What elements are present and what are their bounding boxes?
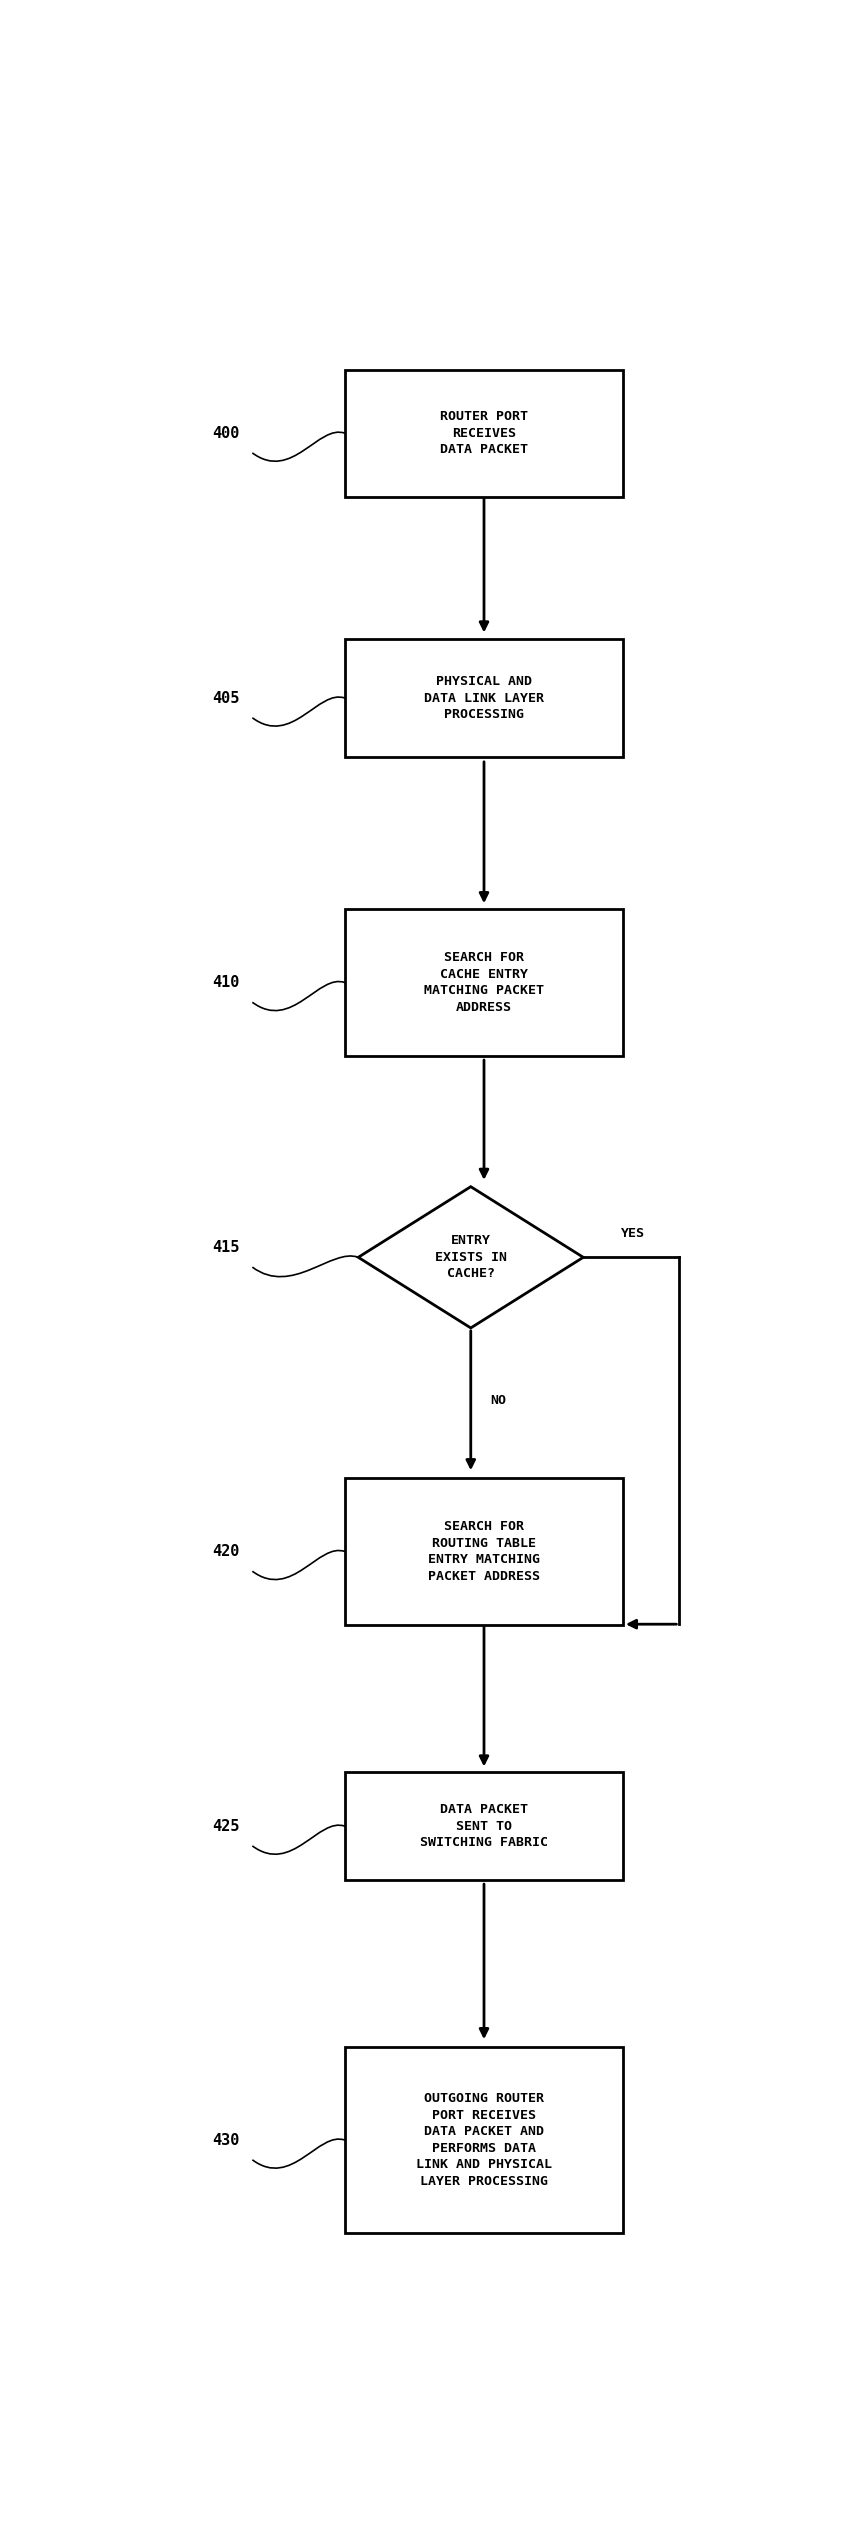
Text: 400: 400	[212, 426, 240, 441]
Text: SEARCH FOR
CACHE ENTRY
MATCHING PACKET
ADDRESS: SEARCH FOR CACHE ENTRY MATCHING PACKET A…	[423, 950, 543, 1014]
FancyBboxPatch shape	[345, 369, 623, 497]
Text: ENTRY
EXISTS IN
CACHE?: ENTRY EXISTS IN CACHE?	[434, 1233, 506, 1279]
Text: OUTGOING ROUTER
PORT RECEIVES
DATA PACKET AND
PERFORMS DATA
LINK AND PHYSICAL
LA: OUTGOING ROUTER PORT RECEIVES DATA PACKE…	[415, 2092, 551, 2189]
Text: 405: 405	[212, 691, 240, 706]
Text: 410: 410	[212, 976, 240, 991]
FancyBboxPatch shape	[345, 640, 623, 757]
FancyBboxPatch shape	[345, 1773, 623, 1880]
Text: YES: YES	[620, 1228, 644, 1241]
Polygon shape	[358, 1187, 583, 1328]
Text: 420: 420	[212, 1544, 240, 1559]
Text: DATA PACKET
SENT TO
SWITCHING FABRIC: DATA PACKET SENT TO SWITCHING FABRIC	[420, 1804, 548, 1850]
Text: 415: 415	[212, 1241, 240, 1256]
Text: 430: 430	[212, 2133, 240, 2148]
FancyBboxPatch shape	[345, 2046, 623, 2235]
FancyBboxPatch shape	[345, 1478, 623, 1626]
Text: PHYSICAL AND
DATA LINK LAYER
PROCESSING: PHYSICAL AND DATA LINK LAYER PROCESSING	[423, 675, 543, 721]
Text: NO: NO	[490, 1394, 506, 1406]
Text: 425: 425	[212, 1819, 240, 1835]
Text: SEARCH FOR
ROUTING TABLE
ENTRY MATCHING
PACKET ADDRESS: SEARCH FOR ROUTING TABLE ENTRY MATCHING …	[427, 1521, 539, 1582]
FancyBboxPatch shape	[345, 910, 623, 1057]
Text: ROUTER PORT
RECEIVES
DATA PACKET: ROUTER PORT RECEIVES DATA PACKET	[439, 410, 527, 456]
